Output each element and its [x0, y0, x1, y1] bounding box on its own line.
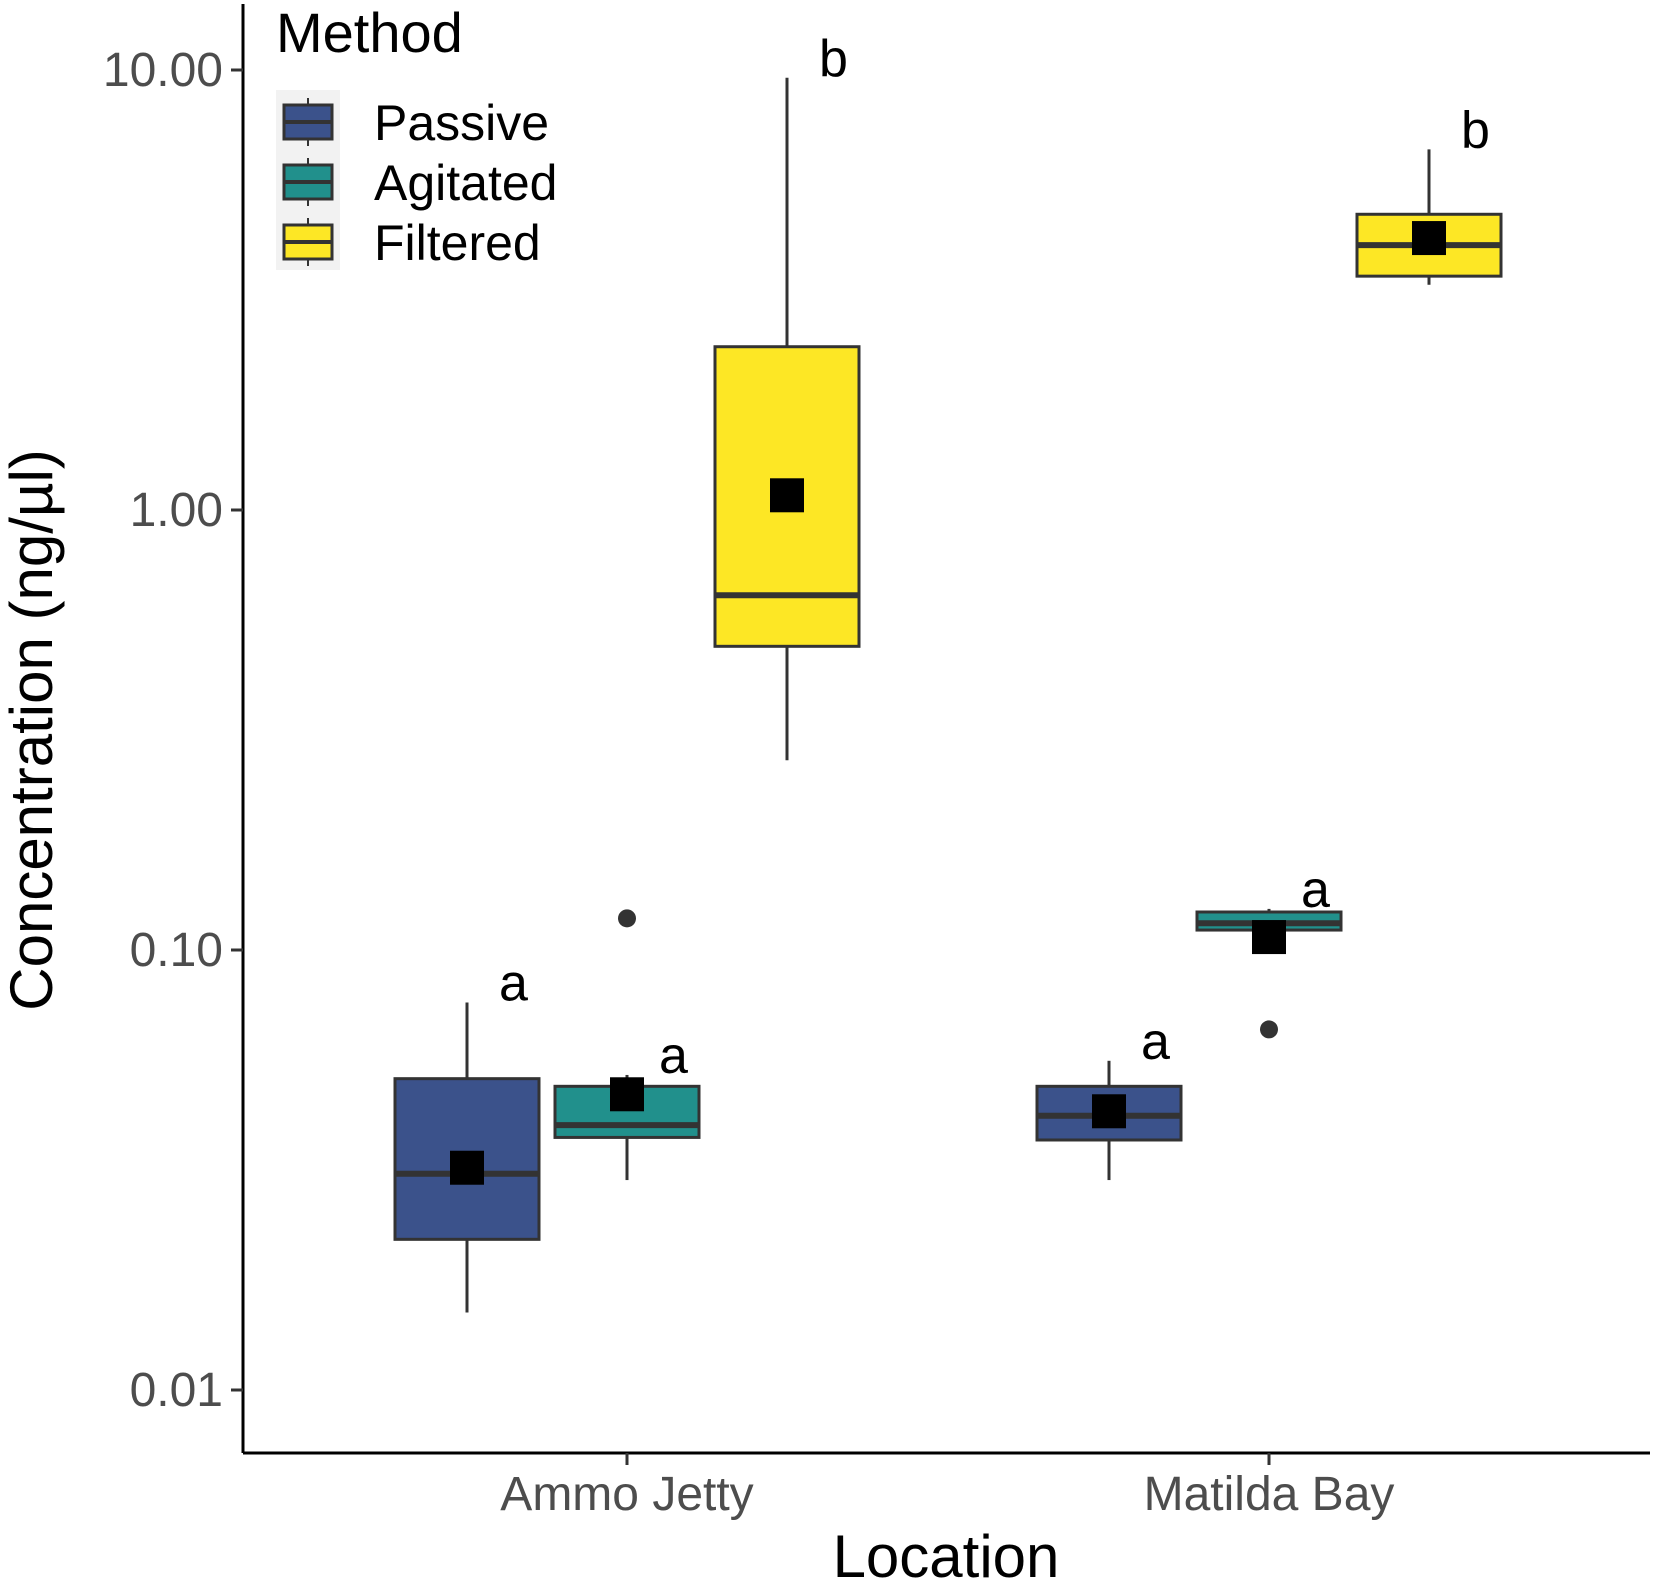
mean-marker	[1252, 920, 1286, 955]
y-tick-label: 1.00	[130, 484, 223, 537]
significance-label: a	[659, 1027, 688, 1085]
significance-label: a	[499, 954, 528, 1012]
significance-label: a	[1141, 1013, 1170, 1071]
significance-label: b	[819, 30, 848, 88]
legend-label: Passive	[374, 95, 549, 151]
box-filtered: b	[713, 30, 861, 761]
mean-marker	[610, 1077, 644, 1112]
legend-title: Method	[276, 1, 463, 64]
legend-item-filtered: Filtered	[282, 215, 541, 271]
significance-label: b	[1461, 101, 1490, 159]
legend-label: Agitated	[374, 155, 557, 211]
box-passive: a	[1035, 1013, 1183, 1181]
legend-label: Filtered	[374, 215, 541, 271]
box-agitated: a	[1195, 861, 1343, 1039]
y-axis-title: Concentration (ng/µl)	[0, 449, 65, 1011]
x-tick-label: Ammo Jetty	[500, 1468, 753, 1521]
box-passive: a	[393, 954, 541, 1313]
mean-marker	[1092, 1094, 1126, 1129]
y-tick-label: 0.10	[130, 924, 223, 977]
outlier-point	[618, 909, 636, 928]
legend-item-agitated: Agitated	[282, 155, 557, 211]
significance-label: a	[1301, 861, 1330, 919]
box-filtered: b	[1355, 101, 1503, 285]
y-axis-ticks: 0.01 0.10 1.00 10.00	[103, 44, 243, 1417]
mean-marker	[1412, 221, 1446, 256]
legend-item-passive: Passive	[282, 95, 549, 151]
plot-marks: a a a a b b	[393, 30, 1503, 1313]
box-agitated: a	[553, 909, 701, 1181]
outlier-point	[1260, 1020, 1278, 1039]
x-axis-title: Location	[833, 1523, 1060, 1582]
y-tick-label: 0.01	[130, 1364, 223, 1417]
mean-marker	[450, 1150, 484, 1185]
x-tick-label: Matilda Bay	[1144, 1468, 1395, 1521]
y-tick-label: 10.00	[103, 44, 223, 97]
mean-marker	[770, 478, 804, 513]
x-axis-ticks: Ammo Jetty Matilda Bay	[500, 1453, 1394, 1521]
